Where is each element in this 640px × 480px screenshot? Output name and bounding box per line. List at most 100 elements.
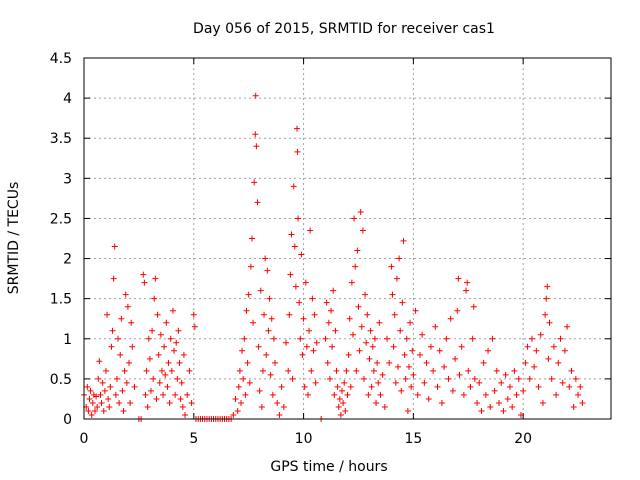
- data-point: [311, 311, 318, 318]
- data-point: [111, 243, 118, 250]
- data-point: [408, 383, 415, 390]
- data-point: [334, 383, 341, 390]
- data-point: [414, 391, 421, 398]
- data-point: [405, 363, 412, 370]
- data-point: [105, 395, 112, 402]
- data-point: [351, 215, 358, 222]
- data-point: [166, 399, 173, 406]
- data-point: [579, 399, 586, 406]
- data-point: [471, 375, 478, 382]
- data-point: [354, 247, 361, 254]
- data-point: [107, 383, 114, 390]
- data-point: [425, 395, 432, 402]
- data-point: [163, 319, 170, 326]
- data-point: [389, 291, 396, 298]
- data-point: [517, 411, 524, 418]
- data-point: [460, 391, 467, 398]
- data-point: [364, 311, 371, 318]
- data-point: [333, 367, 340, 374]
- data-point: [482, 391, 489, 398]
- data-point: [353, 367, 360, 374]
- data-point: [559, 379, 566, 386]
- data-point: [150, 375, 157, 382]
- data-point: [324, 359, 331, 366]
- data-point: [254, 199, 261, 206]
- data-point: [241, 335, 248, 342]
- data-point: [379, 371, 386, 378]
- data-point: [392, 379, 399, 386]
- y-tick-label: 3: [63, 171, 72, 187]
- data-point: [91, 407, 98, 414]
- y-tick-label: 0.5: [50, 372, 72, 388]
- data-point: [293, 125, 300, 132]
- data-point: [295, 215, 302, 222]
- data-point: [416, 351, 423, 358]
- data-point: [340, 399, 347, 406]
- data-point: [332, 327, 339, 334]
- data-point: [485, 347, 492, 354]
- data-point: [261, 311, 268, 318]
- data-point: [356, 347, 363, 354]
- data-point: [184, 391, 191, 398]
- data-point: [191, 323, 198, 330]
- data-point: [122, 291, 129, 298]
- data-point: [276, 411, 283, 418]
- data-point: [421, 379, 428, 386]
- data-point: [240, 375, 247, 382]
- data-point: [427, 343, 434, 350]
- data-point: [86, 395, 93, 402]
- data-point: [129, 343, 136, 350]
- data-point: [399, 299, 406, 306]
- data-point: [302, 279, 309, 286]
- data-point: [386, 359, 393, 366]
- data-point: [272, 359, 279, 366]
- y-axis-label: SRMTID / TECUs: [6, 182, 22, 295]
- data-point: [397, 327, 404, 334]
- data-point: [395, 363, 402, 370]
- chart-title: Day 056 of 2015, SRMTID for receiver cas…: [193, 21, 495, 37]
- data-point: [178, 379, 185, 386]
- data-point: [253, 143, 260, 150]
- data-points: [81, 92, 586, 422]
- data-point: [268, 315, 275, 322]
- data-point: [234, 407, 241, 414]
- data-point: [244, 359, 251, 366]
- data-point: [400, 237, 407, 244]
- data-point: [263, 351, 270, 358]
- data-point: [522, 359, 529, 366]
- data-point: [115, 335, 122, 342]
- data-point: [117, 351, 124, 358]
- data-point: [312, 379, 319, 386]
- data-point: [278, 383, 285, 390]
- data-point: [330, 287, 337, 294]
- data-point: [342, 407, 349, 414]
- data-point: [419, 331, 426, 338]
- data-point: [537, 331, 544, 338]
- data-point: [288, 231, 295, 238]
- data-point: [344, 391, 351, 398]
- data-point: [369, 343, 376, 350]
- data-point: [367, 327, 374, 334]
- data-point: [326, 375, 333, 382]
- data-point: [100, 407, 107, 414]
- data-point: [179, 403, 186, 410]
- data-point: [172, 391, 179, 398]
- data-point: [182, 411, 189, 418]
- data-point: [308, 367, 315, 374]
- data-point: [546, 319, 553, 326]
- data-point: [445, 375, 452, 382]
- data-point: [164, 383, 171, 390]
- data-point: [102, 367, 109, 374]
- data-point: [112, 391, 119, 398]
- data-point: [452, 355, 459, 362]
- data-point: [85, 407, 92, 414]
- data-point: [396, 255, 403, 262]
- data-point: [143, 367, 150, 374]
- data-point: [454, 307, 461, 314]
- data-point: [110, 275, 117, 282]
- data-point: [430, 367, 437, 374]
- data-point: [186, 367, 193, 374]
- data-point: [553, 391, 560, 398]
- data-point: [467, 383, 474, 390]
- data-point: [95, 375, 102, 382]
